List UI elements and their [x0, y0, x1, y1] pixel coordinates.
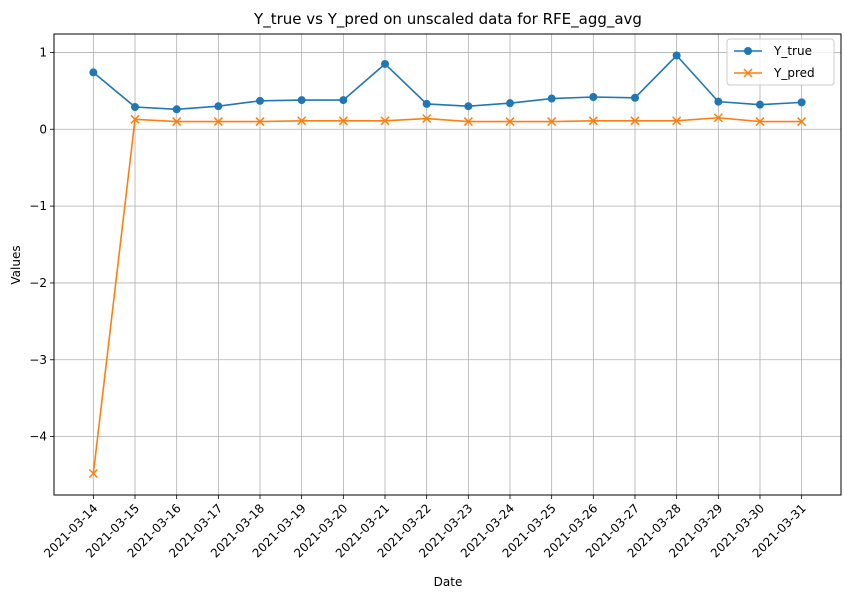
data-point-y-pred: [172, 117, 182, 127]
data-point-y-true: [381, 59, 390, 68]
data-point-y-true: [256, 96, 265, 105]
y-axis-label: Values: [9, 245, 23, 284]
data-point-y-pred: [547, 117, 557, 127]
data-point-y-true: [297, 96, 306, 105]
y-tick-label: −4: [29, 430, 47, 444]
legend-label-y-pred: Y_pred: [773, 66, 815, 80]
data-point-y-true: [89, 68, 98, 77]
data-point-y-true: [422, 99, 431, 108]
data-point-y-true: [339, 96, 348, 105]
data-point-y-pred: [630, 116, 640, 126]
data-point-y-true: [131, 102, 140, 111]
x-axis-label: Date: [434, 575, 463, 589]
data-point-y-pred: [755, 117, 765, 127]
data-point-y-pred: [213, 117, 223, 127]
data-point-y-true: [755, 100, 764, 109]
data-point-y-pred: [797, 117, 807, 127]
plot-frame: [53, 33, 842, 496]
data-point-y-pred: [588, 116, 598, 126]
data-point-y-pred: [130, 114, 140, 124]
data-point-y-pred: [88, 468, 98, 479]
data-point-y-pred: [672, 116, 682, 126]
data-point-y-pred: [505, 117, 515, 127]
data-point-y-true: [672, 51, 681, 60]
data-point-y-pred: [338, 116, 348, 126]
data-point-y-pred: [380, 116, 390, 126]
y-tick-label: −2: [29, 276, 47, 290]
chart-title: Y_true vs Y_pred on unscaled data for RF…: [253, 10, 642, 29]
data-point-y-true: [630, 93, 639, 102]
y-axis: −4 −3 −2 −1 0 1: [29, 45, 54, 444]
legend-marker-y-pred: [743, 68, 753, 78]
legend-marker-y-true: [744, 47, 752, 55]
y-tick-label: 0: [39, 122, 47, 136]
y-tick-label: −3: [29, 353, 47, 367]
series-y-true: [89, 51, 806, 114]
series-y-pred: [88, 113, 807, 479]
data-point-y-true: [714, 97, 723, 106]
data-point-y-pred: [463, 117, 473, 127]
y-tick-label: −1: [29, 199, 47, 213]
series-layer: [88, 51, 807, 479]
data-point-y-pred: [255, 117, 265, 127]
data-point-y-pred: [422, 113, 432, 124]
x-axis: 2021-03-142021-03-152021-03-162021-03-17…: [41, 495, 809, 560]
data-point-y-true: [547, 94, 556, 103]
legend-label-y-true: Y_true: [773, 44, 812, 58]
grid-lines: [54, 34, 841, 495]
legend: Y_true Y_pred: [726, 38, 835, 86]
series-line-y-pred: [92, 116, 802, 474]
data-point-y-true: [505, 99, 514, 108]
y-tick-label: 1: [39, 45, 47, 59]
data-point-y-true: [464, 102, 473, 111]
data-point-y-pred: [713, 113, 723, 123]
data-point-y-true: [172, 105, 181, 114]
data-point-y-pred: [297, 116, 307, 126]
data-point-y-true: [797, 98, 806, 107]
data-point-y-true: [214, 102, 223, 111]
data-point-y-true: [589, 93, 598, 102]
series-line-y-true: [92, 54, 802, 111]
